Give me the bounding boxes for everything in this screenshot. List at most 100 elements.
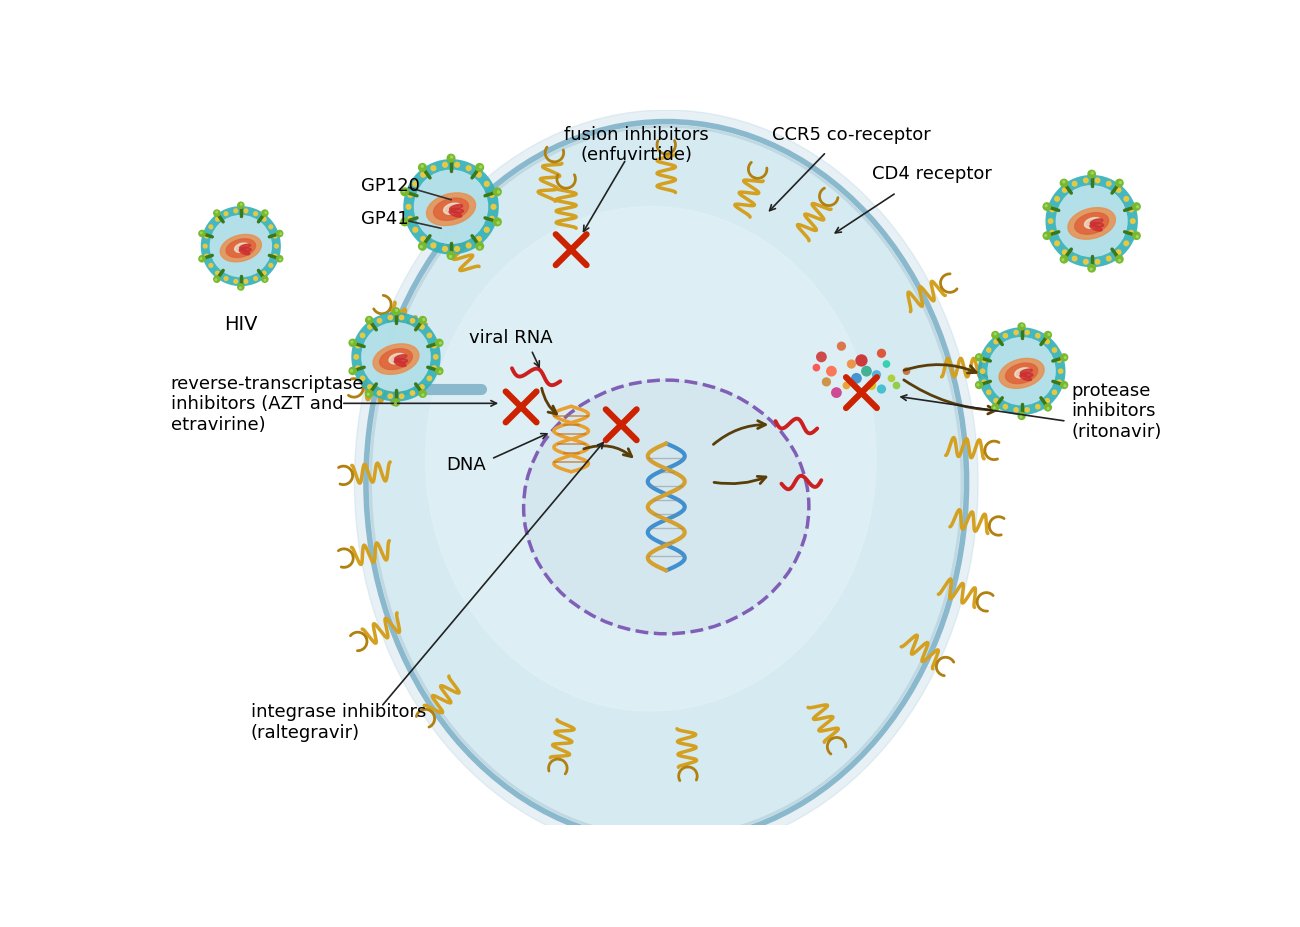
Circle shape (1071, 256, 1078, 262)
Circle shape (1060, 354, 1069, 362)
Circle shape (268, 263, 273, 269)
Circle shape (348, 339, 358, 348)
Circle shape (224, 212, 229, 217)
Circle shape (368, 318, 370, 321)
Circle shape (420, 236, 426, 243)
Ellipse shape (1020, 374, 1034, 377)
Circle shape (421, 165, 424, 169)
Circle shape (1095, 260, 1101, 265)
Circle shape (1056, 380, 1062, 386)
Circle shape (822, 378, 831, 387)
Circle shape (1056, 186, 1127, 258)
Circle shape (214, 279, 217, 282)
Circle shape (261, 210, 269, 218)
Circle shape (993, 339, 998, 345)
Circle shape (274, 244, 280, 249)
Circle shape (1043, 232, 1052, 241)
Circle shape (1043, 203, 1052, 211)
Circle shape (239, 287, 242, 290)
Text: integrase inhibitors
(raltegravir): integrase inhibitors (raltegravir) (251, 702, 426, 741)
Circle shape (377, 390, 382, 397)
Circle shape (1044, 235, 1048, 238)
Circle shape (831, 387, 842, 399)
Circle shape (497, 222, 499, 225)
Circle shape (237, 202, 244, 210)
Circle shape (1024, 330, 1030, 336)
Circle shape (1132, 203, 1141, 211)
Circle shape (497, 191, 500, 195)
Circle shape (276, 231, 283, 238)
Circle shape (1013, 408, 1019, 413)
Circle shape (407, 217, 413, 222)
Circle shape (360, 333, 365, 339)
Ellipse shape (394, 361, 406, 367)
Circle shape (837, 342, 846, 351)
Ellipse shape (450, 210, 463, 214)
Circle shape (198, 231, 205, 238)
Circle shape (432, 366, 437, 372)
Circle shape (361, 323, 430, 392)
Circle shape (412, 227, 419, 234)
Circle shape (387, 315, 393, 321)
Circle shape (493, 218, 502, 227)
Circle shape (432, 343, 437, 349)
Circle shape (484, 182, 490, 188)
Circle shape (476, 236, 482, 243)
Circle shape (203, 244, 208, 249)
Circle shape (876, 385, 887, 394)
Circle shape (273, 235, 278, 239)
Circle shape (1052, 390, 1057, 396)
Circle shape (1045, 176, 1138, 268)
Circle shape (1087, 171, 1096, 179)
Circle shape (982, 358, 987, 363)
Ellipse shape (1075, 213, 1109, 235)
Circle shape (812, 364, 820, 372)
Circle shape (982, 380, 987, 386)
Circle shape (1106, 182, 1112, 187)
Circle shape (855, 355, 867, 367)
Ellipse shape (395, 355, 407, 361)
Circle shape (474, 243, 484, 251)
Circle shape (402, 221, 406, 224)
Circle shape (976, 356, 980, 359)
Circle shape (1119, 182, 1122, 184)
Circle shape (1044, 404, 1052, 413)
Ellipse shape (1091, 223, 1104, 228)
Circle shape (254, 276, 259, 282)
Circle shape (893, 382, 901, 390)
Ellipse shape (240, 248, 251, 252)
Circle shape (1019, 416, 1023, 419)
Circle shape (399, 315, 404, 321)
Circle shape (493, 188, 502, 197)
Circle shape (985, 390, 992, 396)
Circle shape (1056, 358, 1062, 363)
Circle shape (902, 368, 910, 375)
Ellipse shape (220, 235, 261, 262)
Circle shape (208, 263, 213, 269)
Circle shape (1049, 231, 1056, 236)
Circle shape (198, 256, 205, 263)
Circle shape (276, 256, 283, 263)
Circle shape (876, 349, 887, 359)
Circle shape (419, 385, 425, 390)
Text: protease
inhibitors
(ritonavir): protease inhibitors (ritonavir) (1071, 381, 1162, 441)
Ellipse shape (380, 349, 412, 370)
Circle shape (395, 310, 398, 312)
Circle shape (1020, 324, 1023, 327)
Circle shape (1136, 206, 1139, 210)
Ellipse shape (355, 111, 978, 854)
Circle shape (976, 384, 979, 387)
Circle shape (1002, 334, 1009, 339)
Circle shape (419, 324, 425, 330)
Circle shape (1062, 181, 1066, 184)
Circle shape (1115, 188, 1122, 194)
Circle shape (422, 319, 425, 322)
Circle shape (243, 209, 248, 214)
Circle shape (1091, 172, 1093, 175)
Circle shape (490, 205, 497, 210)
Circle shape (861, 366, 872, 377)
Ellipse shape (426, 194, 476, 226)
Circle shape (448, 256, 452, 259)
Circle shape (410, 319, 416, 324)
Circle shape (420, 246, 423, 249)
